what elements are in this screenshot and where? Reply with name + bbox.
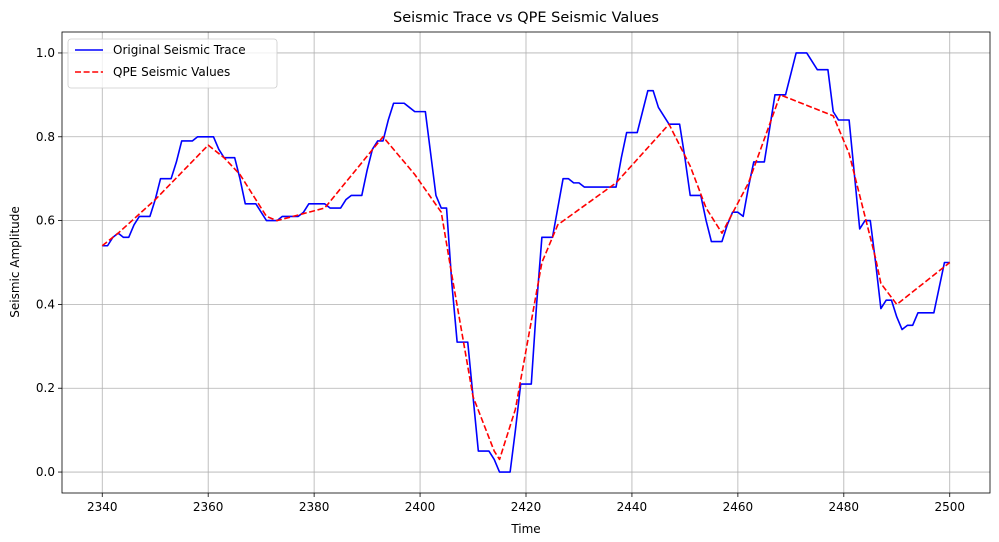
series-line-qpe-seismic-values xyxy=(101,94,951,461)
y-tick-label: 0.8 xyxy=(36,130,55,144)
x-tick-label: 2400 xyxy=(405,500,436,514)
y-tick-label: 0.4 xyxy=(36,297,55,311)
x-tick-label: 2420 xyxy=(511,500,542,514)
x-tick-label: 2380 xyxy=(299,500,330,514)
legend: Original Seismic Trace QPE Seismic Value… xyxy=(67,38,278,89)
x-axis: 2340 2360 2380 2400 2420 2440 2460 2480 2500 xyxy=(87,493,965,514)
x-tick-label: 2440 xyxy=(617,500,648,514)
chart-title: Seismic Trace vs QPE Seismic Values xyxy=(393,10,659,26)
x-tick-label: 2500 xyxy=(934,500,965,514)
y-axis-label: Seismic Amplitude xyxy=(8,206,22,318)
y-tick-label: 0.6 xyxy=(36,214,55,228)
x-tick-label: 2460 xyxy=(723,500,754,514)
legend-label-original: Original Seismic Trace xyxy=(113,43,246,57)
x-tick-label: 2340 xyxy=(87,500,118,514)
x-tick-label: 2480 xyxy=(829,500,860,514)
y-axis: 0.0 0.2 0.4 0.6 0.8 1.0 xyxy=(36,46,62,479)
x-tick-label: 2360 xyxy=(193,500,224,514)
y-tick-label: 1.0 xyxy=(36,46,55,60)
y-tick-label: 0.2 xyxy=(36,381,55,395)
x-axis-label: Time xyxy=(510,522,540,536)
series-layer xyxy=(101,52,951,473)
legend-label-qpe: QPE Seismic Values xyxy=(113,65,230,79)
legend-box xyxy=(67,38,278,89)
y-tick-label: 0.0 xyxy=(36,465,55,479)
grid xyxy=(62,32,990,493)
series-line-original-seismic-trace xyxy=(102,52,950,473)
